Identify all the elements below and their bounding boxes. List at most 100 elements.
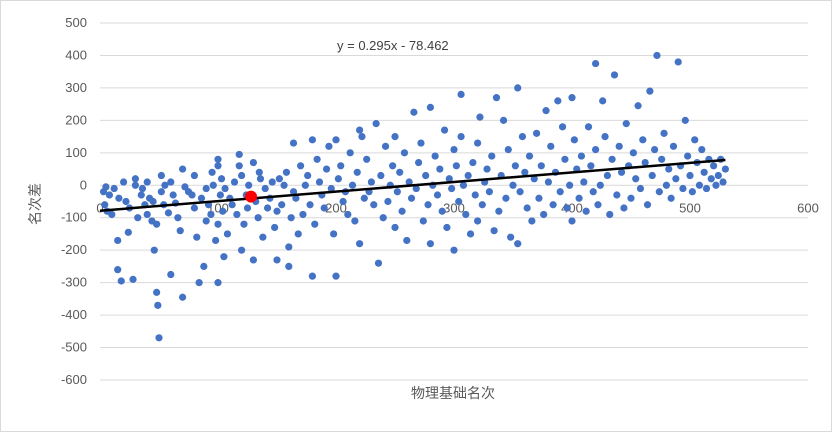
data-point	[137, 191, 145, 199]
data-point	[698, 145, 706, 154]
data-point	[445, 175, 453, 183]
data-point	[669, 142, 678, 150]
data-point	[153, 220, 161, 228]
data-point	[240, 220, 248, 228]
data-point	[157, 188, 165, 196]
data-point	[261, 184, 269, 193]
data-point	[379, 214, 387, 222]
data-point	[217, 175, 226, 183]
data-point	[547, 142, 555, 150]
data-point	[289, 139, 298, 147]
data-point	[221, 184, 229, 193]
x-axis-title: 物理基础名次	[411, 385, 495, 402]
data-point	[450, 145, 458, 154]
data-point	[681, 116, 689, 124]
data-point	[691, 136, 699, 144]
data-point	[714, 171, 722, 180]
data-point	[403, 236, 411, 245]
data-point	[271, 223, 279, 232]
data-point	[348, 181, 357, 189]
data-point	[332, 136, 340, 144]
data-point	[197, 194, 206, 202]
data-point	[610, 71, 619, 79]
data-point	[372, 120, 380, 128]
data-point	[249, 158, 257, 167]
data-point	[195, 279, 203, 287]
data-point	[155, 334, 163, 342]
data-point	[200, 262, 208, 271]
data-point	[476, 113, 484, 121]
data-point	[212, 236, 220, 245]
data-point	[412, 184, 420, 193]
data-point	[405, 178, 413, 186]
y-tick-label: -500	[61, 340, 87, 355]
data-point	[584, 123, 593, 131]
data-point	[514, 240, 522, 248]
data-point	[540, 210, 548, 219]
data-point	[424, 201, 432, 209]
data-point	[102, 183, 110, 191]
data-point	[629, 149, 637, 157]
data-point	[658, 155, 666, 163]
data-point	[220, 253, 228, 261]
data-point	[686, 171, 694, 180]
data-point	[632, 175, 640, 183]
data-point	[154, 301, 162, 309]
grid-lines	[100, 22, 808, 381]
data-point	[299, 210, 307, 219]
data-point	[594, 201, 602, 209]
data-point	[457, 132, 465, 141]
data-point	[530, 175, 538, 183]
data-point	[285, 243, 293, 251]
data-point	[149, 197, 157, 206]
data-point	[356, 240, 364, 248]
trendline-group	[99, 158, 726, 212]
data-point	[710, 162, 718, 170]
data-point	[292, 194, 300, 202]
data-point	[377, 171, 385, 180]
y-tick-label: 200	[65, 112, 87, 127]
data-point	[407, 194, 416, 202]
y-tick-label: 100	[65, 145, 87, 160]
data-point	[608, 155, 616, 163]
data-point	[440, 126, 449, 134]
data-point	[502, 194, 510, 202]
data-point	[448, 184, 456, 193]
data-point	[134, 214, 142, 222]
data-point	[518, 132, 527, 141]
y-tick-label: 500	[65, 15, 87, 30]
data-point	[322, 165, 331, 173]
data-point	[464, 171, 472, 180]
data-point	[249, 256, 257, 264]
data-point	[308, 272, 316, 280]
data-point	[358, 132, 366, 141]
data-point	[688, 188, 696, 196]
data-point	[143, 210, 151, 219]
x-tick-label: 500	[679, 200, 701, 215]
data-point	[462, 210, 470, 219]
data-point	[384, 197, 392, 206]
data-point	[615, 142, 623, 150]
data-point	[549, 201, 557, 209]
data-point	[391, 132, 399, 141]
data-point	[592, 145, 600, 154]
data-point	[410, 108, 418, 116]
data-point	[391, 223, 399, 232]
data-point	[400, 149, 409, 157]
data-point	[563, 204, 571, 212]
data-point	[174, 214, 182, 222]
data-point	[535, 194, 543, 202]
data-point	[161, 181, 169, 189]
data-point	[627, 194, 635, 202]
data-point	[504, 145, 512, 154]
data-point	[516, 188, 524, 196]
data-point	[297, 162, 305, 170]
data-point	[641, 158, 649, 167]
data-point	[702, 184, 711, 193]
data-point	[528, 217, 536, 225]
data-point	[568, 217, 576, 225]
data-point	[311, 220, 319, 228]
trendline	[99, 158, 726, 212]
data-point	[114, 266, 122, 274]
